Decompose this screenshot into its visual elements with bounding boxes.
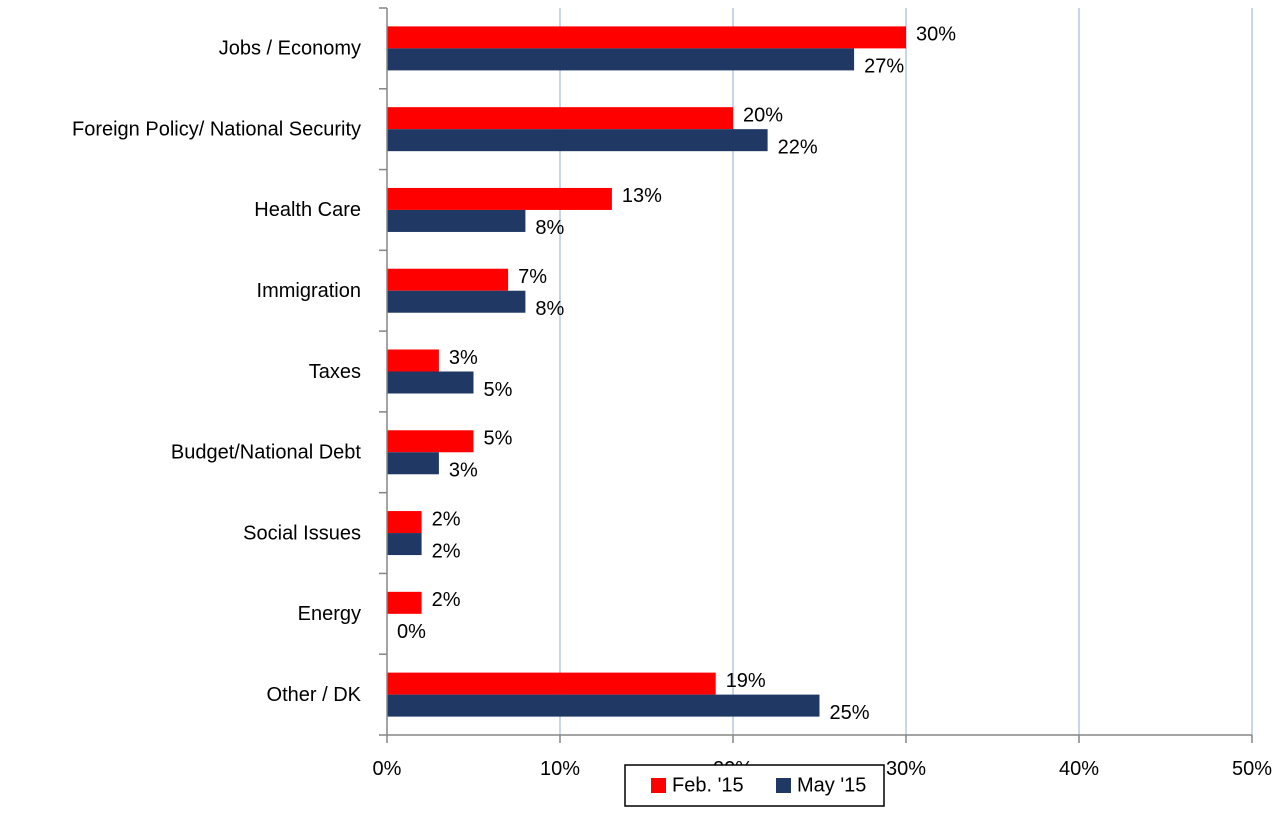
bar-feb15-3 [387,268,509,291]
category-label-7: Energy [298,603,361,625]
bar-feb15-5 [387,430,474,453]
data-label-feb15-1: 20% [743,104,783,126]
data-label-feb15-2: 13% [622,185,662,207]
bar-may15-1 [387,129,768,152]
category-label-2: Health Care [254,199,361,221]
category-label-6: Social Issues [243,522,361,544]
bar-feb15-2 [387,187,612,210]
data-label-feb15-0: 30% [916,24,956,46]
legend: Feb. '15 May '15 [624,764,885,807]
legend-box [624,764,885,807]
bar-may15-3 [387,290,526,313]
data-label-feb15-5: 5% [484,428,513,450]
category-label-1: Foreign Policy/ National Security [72,118,361,140]
category-label-5: Budget/National Debt [171,442,362,464]
bar-may15-4 [387,371,474,394]
x-tick-label-3: 30% [886,758,926,780]
x-tick-label-5: 50% [1232,758,1272,780]
bar-feb15-4 [387,349,439,372]
data-label-feb15-4: 3% [449,347,478,369]
bar-may15-8 [387,694,820,717]
bar-feb15-8 [387,672,716,695]
bar-feb15-0 [387,26,906,49]
data-label-may15-7: 0% [397,621,426,643]
x-tick-label-1: 10% [540,758,580,780]
category-label-8: Other / DK [267,684,362,706]
x-tick-label-0: 0% [373,758,402,780]
category-label-3: Immigration [257,280,361,302]
data-label-feb15-6: 2% [432,508,461,530]
data-label-may15-2: 8% [535,217,564,239]
data-label-may15-1: 22% [778,136,818,158]
data-label-may15-0: 27% [864,56,904,78]
bar-may15-2 [387,209,526,232]
legend-swatch-may15 [776,778,791,793]
legend-label-may15: May '15 [797,774,866,796]
data-label-may15-4: 5% [484,379,513,401]
data-label-may15-6: 2% [432,540,461,562]
data-label-feb15-7: 2% [432,589,461,611]
legend-swatch-feb15 [651,778,666,793]
x-tick-label-4: 40% [1059,758,1099,780]
legend-label-feb15: Feb. '15 [672,774,744,796]
bar-feb15-1 [387,107,733,130]
bar-feb15-7 [387,591,422,614]
bar-feb15-6 [387,511,422,534]
data-label-feb15-8: 19% [726,670,766,692]
bar-may15-5 [387,452,439,475]
category-label-0: Jobs / Economy [219,38,361,60]
data-label-may15-3: 8% [535,298,564,320]
data-label-feb15-3: 7% [518,266,547,288]
data-label-may15-8: 25% [830,702,870,724]
labels: 30% 27% Jobs / Economy 20% 22% Foreign Policy… [72,24,1272,780]
data-label-may15-5: 3% [449,460,478,482]
bars [387,26,906,717]
bar-may15-6 [387,533,422,556]
bar-may15-0 [387,48,855,71]
category-label-4: Taxes [309,361,361,383]
axes [379,7,1253,743]
